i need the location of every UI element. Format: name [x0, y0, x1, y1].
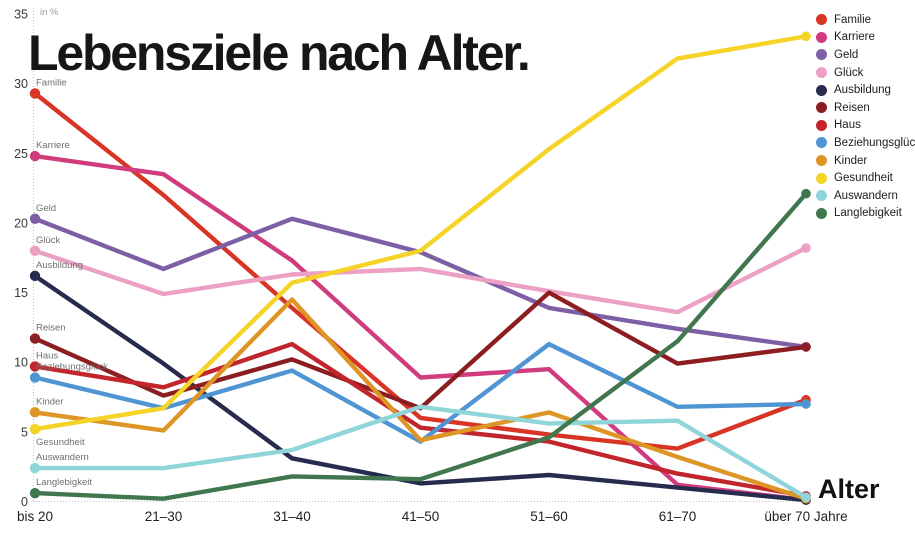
series-label-beziehungsgluck: Beziehungsglück [36, 362, 108, 373]
y-tick-label: 25 [14, 147, 28, 161]
series-label-haus: Haus [36, 350, 58, 361]
series-line-gesundheit [32, 34, 809, 432]
legend-label: Karriere [834, 31, 875, 44]
legend-item-haus: Haus [816, 117, 915, 135]
series-label-auswandern: Auswandern [36, 452, 89, 463]
series-label-langlebigkeit: Langlebigkeit [36, 477, 92, 488]
x-tick-label: über 70 Jahre [764, 509, 847, 524]
legend-label: Gesundheit [834, 172, 893, 185]
series-label-gluck: Glück [36, 235, 61, 246]
legend-item-ausbildung: Ausbildung [816, 81, 915, 99]
legend-dot-icon [816, 172, 827, 184]
series-label-karriere: Karriere [36, 140, 70, 151]
legend-dot-icon [816, 49, 827, 61]
chart-title: Lebensziele nach Alter. [28, 25, 531, 81]
legend-dot-icon [816, 190, 827, 202]
series-label-kinder: Kinder [36, 396, 63, 407]
legend-item-auswandern: Auswandern [816, 187, 915, 205]
legend-item-langlebigkeit: Langlebigkeit [816, 205, 915, 223]
series-label-geld: Geld [36, 203, 56, 214]
legend-label: Langlebigkeit [834, 207, 902, 220]
series-end-dot-gluck [801, 243, 811, 253]
legend-label: Geld [834, 48, 859, 61]
series-end-dot-beziehungsgluck [801, 399, 811, 409]
legend-dot-icon [816, 119, 827, 131]
y-tick-label: 20 [14, 216, 28, 230]
y-tick-label: 30 [14, 77, 28, 91]
x-tick-label: bis 20 [17, 509, 53, 524]
series-start-dot-ausbildung [29, 270, 41, 282]
series-label-reisen: Reisen [36, 323, 66, 334]
series-start-dot-familie [29, 88, 41, 99]
series-end-dot-reisen [801, 342, 811, 352]
series-line-kinder [32, 297, 809, 501]
series-line-gluck [32, 245, 809, 315]
legend-dot-icon [816, 67, 827, 79]
legend-label: Auswandern [834, 189, 898, 202]
legend-item-geld: Geld [816, 46, 915, 64]
series-end-dot-gesundheit [801, 31, 811, 42]
y-tick-label: 0 [21, 495, 28, 509]
series-line-familie [32, 91, 809, 451]
series-start-dot-haus [29, 361, 41, 372]
legend-item-kinder: Kinder [816, 152, 915, 170]
series-start-dot-reisen [29, 333, 41, 344]
legend-dot-icon [816, 84, 827, 96]
legend-dot-icon [816, 102, 827, 114]
legend-dot-icon [816, 14, 827, 26]
legend-item-familie: Familie [816, 11, 915, 29]
series-line-auswandern [32, 404, 809, 500]
y-tick-label: 10 [14, 356, 28, 370]
series-start-dot-gluck [29, 245, 41, 256]
legend-dot-icon [816, 155, 827, 167]
series-line-haus [32, 341, 809, 499]
y-axis-unit-label: in % [40, 7, 59, 18]
series-start-dot-auswandern [29, 462, 41, 474]
series-start-dot-beziehungsgluck [29, 372, 41, 383]
legend-label: Kinder [834, 154, 868, 167]
legend-label: Reisen [834, 101, 870, 114]
legend-dot-icon [816, 137, 827, 149]
series-start-dot-kinder [29, 407, 41, 418]
x-tick-label: 61–70 [659, 509, 697, 524]
x-tick-label: 21–30 [145, 509, 183, 524]
legend-label: Familie [834, 13, 872, 26]
legend: Familie Karriere Geld Glück Ausbildung Reisen… [816, 11, 915, 222]
legend-item-karriere: Karriere [816, 29, 915, 47]
series-end-dot-langlebigkeit [801, 188, 811, 199]
legend-label: Haus [834, 119, 861, 132]
legend-item-reisen: Reisen [816, 99, 915, 117]
series-start-dot-langlebigkeit [29, 487, 41, 499]
legend-item-gluck: Glück [816, 64, 915, 82]
series-label-ausbildung: Ausbildung [36, 260, 83, 271]
series-line-ausbildung [32, 273, 809, 503]
series-end-dot-auswandern [801, 492, 811, 503]
legend-item-gesundheit: Gesundheit [816, 169, 915, 187]
series-start-dot-karriere [29, 150, 41, 162]
legend-dot-icon [816, 31, 827, 43]
legend-label: Glück [834, 66, 864, 79]
x-tick-label: 51–60 [530, 509, 568, 524]
legend-item-beziehungsgluck: Beziehungsglück [816, 134, 915, 152]
y-tick-label: 5 [21, 425, 28, 439]
series-line-reisen [32, 290, 809, 411]
y-tick-label: 15 [14, 286, 28, 300]
x-axis-title: Alter [818, 474, 880, 504]
series-label-familie: Familie [36, 77, 67, 88]
x-tick-label: 41–50 [402, 509, 440, 524]
series-label-gesundheit: Gesundheit [36, 437, 85, 448]
x-tick-label: 31–40 [273, 509, 311, 524]
y-tick-label: 35 [14, 8, 28, 22]
series-line-langlebigkeit [32, 191, 809, 501]
series-line-karriere [32, 153, 809, 503]
legend-dot-icon [816, 207, 827, 219]
legend-label: Beziehungsglück [834, 136, 915, 149]
legend-label: Ausbildung [834, 84, 891, 97]
series-start-dot-geld [29, 213, 41, 224]
series-start-dot-gesundheit [29, 423, 41, 435]
